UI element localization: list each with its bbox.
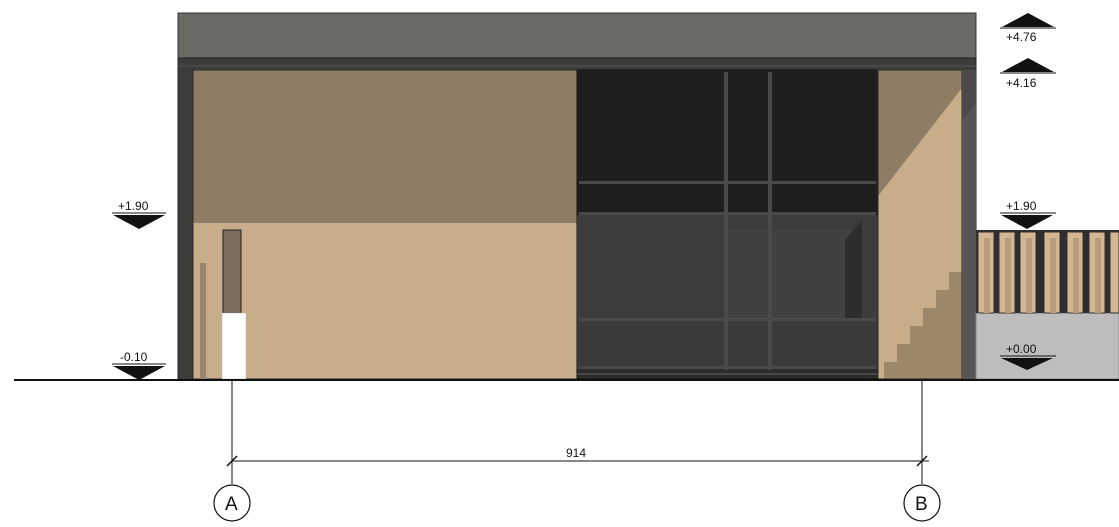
dimension-line: 914 xyxy=(226,380,929,484)
level-label-left-lower: -0.10 xyxy=(120,350,148,364)
dimension-value: 914 xyxy=(566,446,586,460)
roof-band xyxy=(177,12,977,59)
axis-bubble-icon xyxy=(903,484,941,522)
fence-boards xyxy=(977,231,1119,314)
level-label-right-middle: +1.90 xyxy=(1006,199,1037,213)
axis-bubble-icon xyxy=(213,484,251,522)
level-marker-down-icon xyxy=(113,366,165,380)
pillar-upper xyxy=(222,229,242,314)
level-label-left-upper: +1.90 xyxy=(118,199,149,213)
level-marker-up-icon xyxy=(1002,13,1054,27)
glazing xyxy=(576,69,879,380)
wall-shadow-strip xyxy=(200,263,206,379)
level-marker-right-middle: +1.90 xyxy=(1000,199,1056,229)
fence xyxy=(975,230,1119,380)
pillar-base xyxy=(221,312,247,380)
level-marker-left-upper: +1.90 xyxy=(112,199,166,229)
level-marker-down-icon xyxy=(1001,215,1053,229)
level-marker-down-icon xyxy=(113,215,165,229)
level-marker-right-second: +4.16 xyxy=(1000,58,1056,90)
level-marker-down-icon xyxy=(1001,358,1053,370)
axis-bubble-a: A xyxy=(213,484,251,522)
level-marker-left-lower: -0.10 xyxy=(112,350,166,380)
axis-label-b: B xyxy=(915,494,928,515)
level-label-right-lower: +0.00 xyxy=(1006,342,1037,356)
axis-label-a: A xyxy=(225,494,238,515)
level-marker-up-icon xyxy=(1002,58,1054,72)
axis-bubble-b: B xyxy=(903,484,941,522)
level-marker-right-lower: +0.00 xyxy=(1000,342,1056,370)
building xyxy=(177,12,977,381)
level-label-right-top: +4.76 xyxy=(1006,30,1037,44)
fence-base-wall xyxy=(975,312,1119,380)
level-marker-right-top: +4.76 xyxy=(1000,13,1056,44)
left-wall-shadow xyxy=(193,70,577,223)
level-label-right-second: +4.16 xyxy=(1006,76,1037,90)
